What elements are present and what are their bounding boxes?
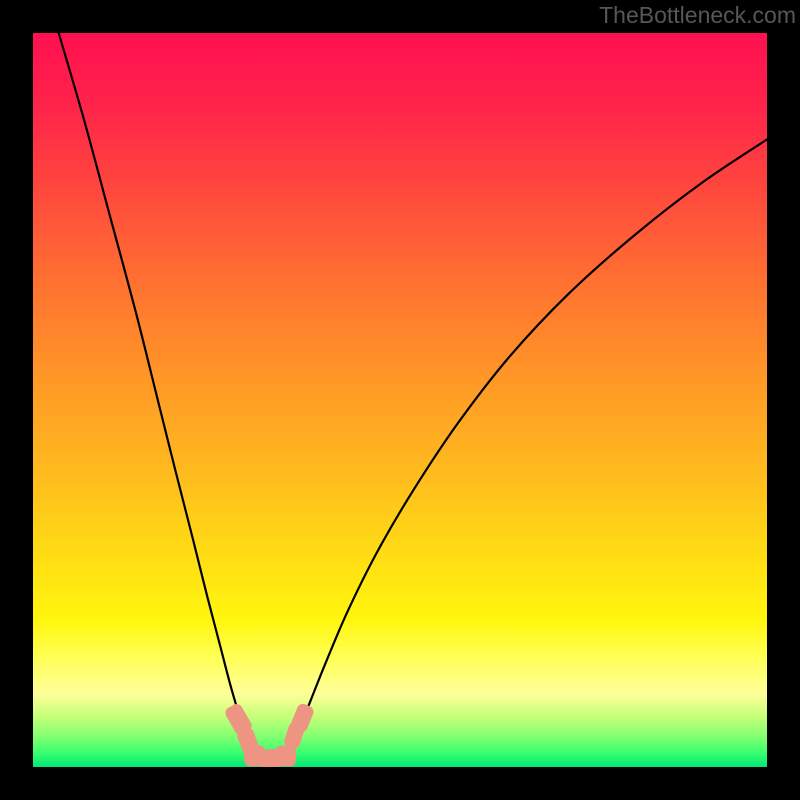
plot-area <box>33 33 767 767</box>
gradient-background <box>33 33 767 767</box>
watermark-text: TheBottleneck.com <box>599 2 796 29</box>
chart-container: TheBottleneck.com <box>0 0 800 800</box>
plot-svg <box>33 33 767 767</box>
valley-marker <box>275 745 296 766</box>
